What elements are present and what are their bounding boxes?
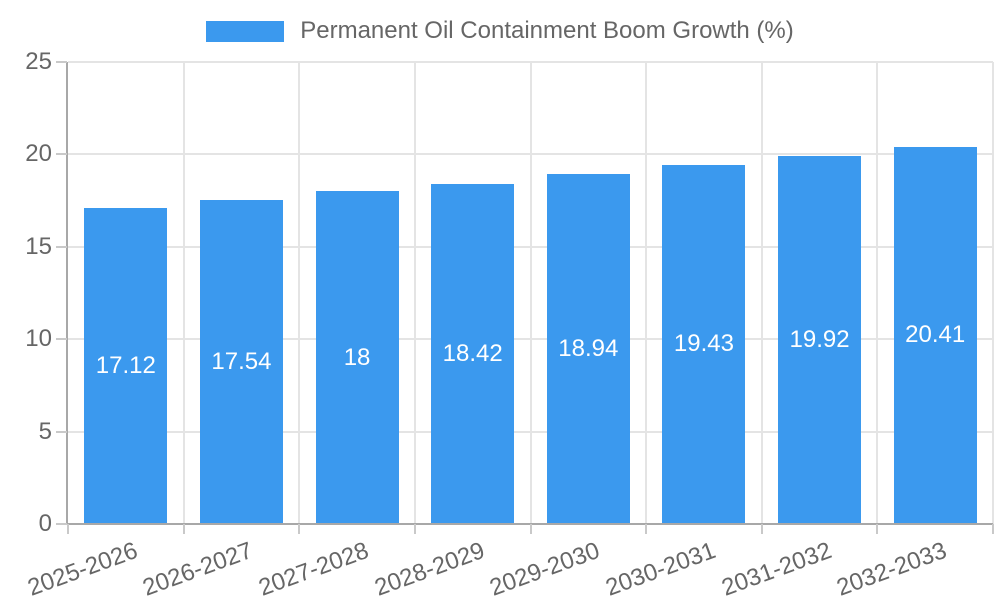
y-tick-mark xyxy=(56,153,67,156)
v-gridline xyxy=(298,62,301,524)
v-gridline xyxy=(182,62,185,524)
y-tick-label: 0 xyxy=(38,510,52,537)
legend-item[interactable]: Permanent Oil Containment Boom Growth (%… xyxy=(0,17,1000,45)
y-tick-label: 10 xyxy=(25,325,52,353)
y-tick-label: 5 xyxy=(38,417,52,445)
x-tick-mark xyxy=(645,524,648,534)
bar-2028-2029[interactable] xyxy=(431,183,514,524)
x-tick-mark xyxy=(67,524,69,534)
v-gridline xyxy=(760,62,763,524)
x-tick-mark xyxy=(529,524,532,534)
bar-2025-2026[interactable] xyxy=(84,207,167,524)
bar-2027-2028[interactable] xyxy=(316,191,399,524)
bar-2030-2031[interactable] xyxy=(662,164,745,524)
legend-swatch xyxy=(206,20,285,42)
y-tick-label: 25 xyxy=(25,48,52,75)
v-gridline xyxy=(876,62,879,524)
v-gridline xyxy=(645,62,648,524)
v-gridline xyxy=(529,62,532,524)
y-axis-line xyxy=(66,62,68,524)
x-tick-mark xyxy=(182,524,185,534)
x-tick-mark xyxy=(298,524,301,534)
y-tick-mark xyxy=(56,523,67,525)
v-gridline xyxy=(992,62,994,524)
y-tick-label: 15 xyxy=(25,232,52,260)
x-tick-mark xyxy=(992,524,994,534)
v-gridline xyxy=(413,62,416,524)
legend-label: Permanent Oil Containment Boom Growth (%… xyxy=(300,17,794,44)
x-tick-mark xyxy=(760,524,763,534)
y-tick-mark xyxy=(56,61,67,63)
bar-2026-2027[interactable] xyxy=(200,199,283,524)
y-tick-mark xyxy=(56,430,67,433)
bar-2032-2033[interactable] xyxy=(894,146,977,524)
x-tick-mark xyxy=(876,524,879,534)
y-tick-mark xyxy=(56,338,67,341)
x-tick-mark xyxy=(413,524,416,534)
y-tick-label: 20 xyxy=(25,140,52,168)
bar-2029-2030[interactable] xyxy=(547,173,630,524)
y-tick-mark xyxy=(56,245,67,248)
bar-2031-2032[interactable] xyxy=(778,155,861,524)
plot-area: 17.12 17.54 18 18.42 18.94 19.43 19.92 20.41 xyxy=(68,61,994,524)
